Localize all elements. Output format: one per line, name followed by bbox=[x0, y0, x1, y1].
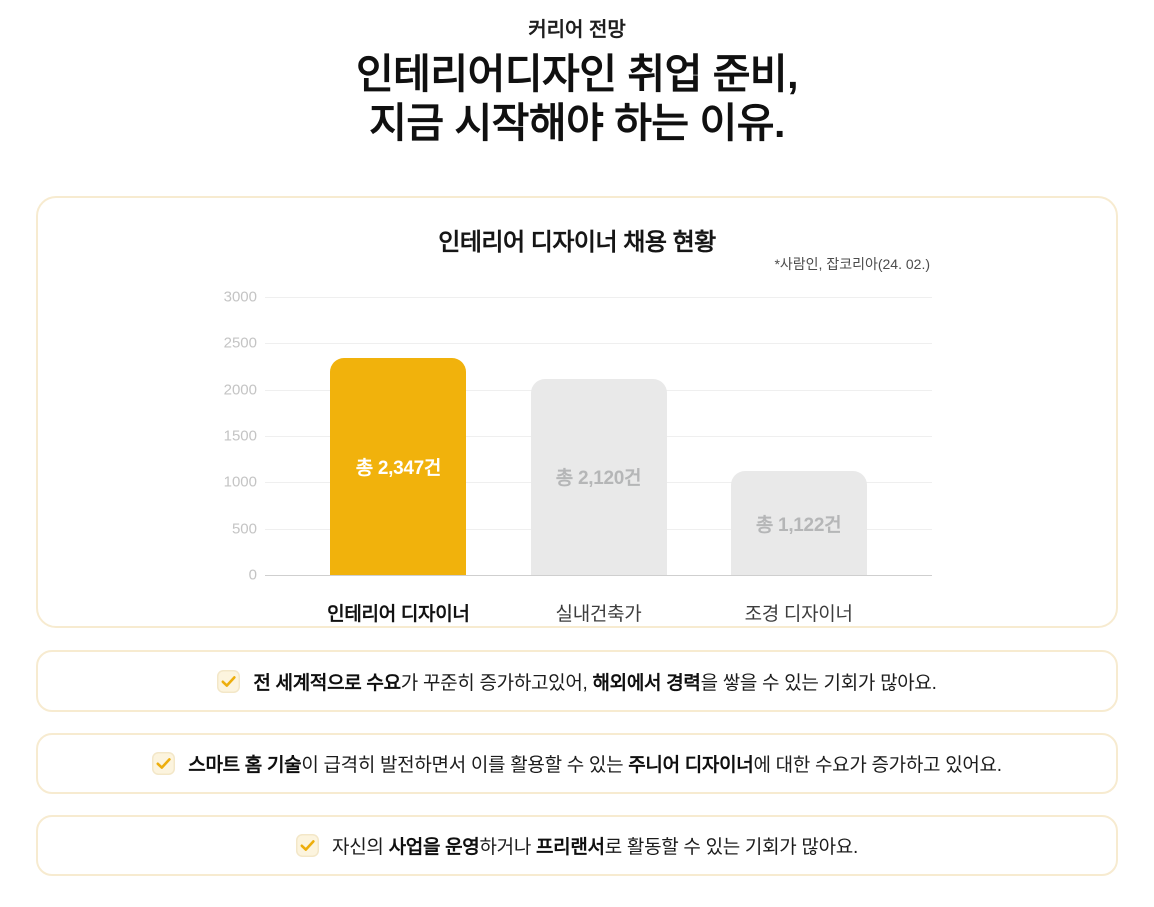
benefit-text-emphasis: 주니어 디자이너 bbox=[628, 755, 754, 776]
benefit-card-smart-home: 스마트 홈 기술이 급격히 발전하면서 이를 활용할 수 있는 주니어 디자이너… bbox=[36, 733, 1118, 794]
y-axis-tick-label: 2000 bbox=[223, 381, 257, 399]
benefit-text-emphasis: 전 세계적으로 수요 bbox=[253, 672, 401, 694]
gridline-2500 bbox=[265, 343, 932, 345]
benefit-text-segment: 이 급격히 발전하면서 이를 활용할 수 있는 bbox=[301, 755, 629, 776]
checkbox-check-icon bbox=[152, 752, 176, 775]
y-axis-tick-label: 2500 bbox=[223, 334, 257, 352]
benefit-card-freelance: 자신의 사업을 운영하거나 프리랜서로 활동할 수 있는 기회가 많아요. bbox=[36, 815, 1118, 876]
benefit-card-global-demand: 전 세계적으로 수요가 꾸준히 증가하고있어, 해외에서 경력을 쌓을 수 있는… bbox=[36, 650, 1118, 712]
chart-title: 인테리어 디자이너 채용 현황 bbox=[438, 229, 716, 256]
bar-실내건축가: 총 2,120건 bbox=[530, 378, 667, 575]
page-title: 인테리어디자인 취업 준비, 지금 시작해야 하는 이유. bbox=[0, 50, 1154, 148]
benefit-text-emphasis: 스마트 홈 기술 bbox=[188, 755, 302, 776]
benefit-text-segment: 하거나 bbox=[479, 837, 536, 858]
x-axis-label: 인테리어 디자이너 bbox=[327, 604, 470, 625]
benefit-text-segment: 로 활동할 수 있는 기회가 많아요. bbox=[604, 837, 859, 858]
y-axis-tick-label: 1500 bbox=[223, 427, 257, 445]
checkbox-check-icon bbox=[217, 669, 241, 693]
benefit-text-emphasis: 프리랜서 bbox=[536, 837, 605, 858]
chart-source-note: *사람인, 잡코리아(24. 02.) bbox=[774, 256, 930, 272]
benefit-text-emphasis: 해외에서 경력 bbox=[592, 672, 701, 694]
benefit-text: 자신의 사업을 운영하거나 프리랜서로 활동할 수 있는 기회가 많아요. bbox=[332, 832, 858, 859]
benefit-text-segment: 자신의 bbox=[332, 837, 389, 858]
bar-조경 디자이너: 총 1,122건 bbox=[730, 471, 867, 575]
y-axis-tick-label: 3000 bbox=[223, 288, 257, 306]
benefit-text: 스마트 홈 기술이 급격히 발전하면서 이를 활용할 수 있는 주니어 디자이너… bbox=[188, 750, 1002, 777]
benefit-text-segment: 을 쌓을 수 있는 기회가 많아요. bbox=[700, 672, 937, 694]
x-axis-label: 조경 디자이너 bbox=[744, 604, 853, 625]
y-axis-tick-label: 1000 bbox=[223, 473, 257, 491]
page-title-line2: 지금 시작해야 하는 이유. bbox=[369, 100, 785, 146]
benefit-text-segment: 가 꾸준히 증가하고있어, bbox=[400, 672, 593, 694]
y-axis-tick-label: 0 bbox=[248, 566, 257, 584]
benefit-text-emphasis: 사업을 운영 bbox=[388, 837, 480, 858]
bar-value-label: 총 2,347건 bbox=[355, 457, 442, 479]
y-axis-tick-label: 500 bbox=[231, 520, 257, 538]
gridline-0 bbox=[265, 575, 932, 576]
checkbox-check-icon bbox=[296, 834, 320, 857]
gridline-3000 bbox=[265, 297, 932, 298]
benefit-text-segment: 에 대한 수요가 증가하고 있어요. bbox=[753, 755, 1002, 776]
bar-value-label: 총 2,120건 bbox=[555, 468, 642, 490]
bar-인테리어 디자이너: 총 2,347건 bbox=[330, 357, 467, 575]
benefit-text: 전 세계적으로 수요가 꾸준히 증가하고있어, 해외에서 경력을 쌓을 수 있는… bbox=[253, 668, 937, 695]
hiring-chart-card: 인테리어 디자이너 채용 현황 *사람인, 잡코리아(24. 02.) 0 500… bbox=[36, 196, 1118, 628]
bar-value-label: 총 1,122건 bbox=[755, 514, 842, 536]
eyebrow-label: 커리어 전망 bbox=[528, 19, 626, 41]
page-title-line1: 인테리어디자인 취업 준비, bbox=[355, 51, 799, 97]
x-axis-label: 실내건축가 bbox=[555, 604, 642, 625]
